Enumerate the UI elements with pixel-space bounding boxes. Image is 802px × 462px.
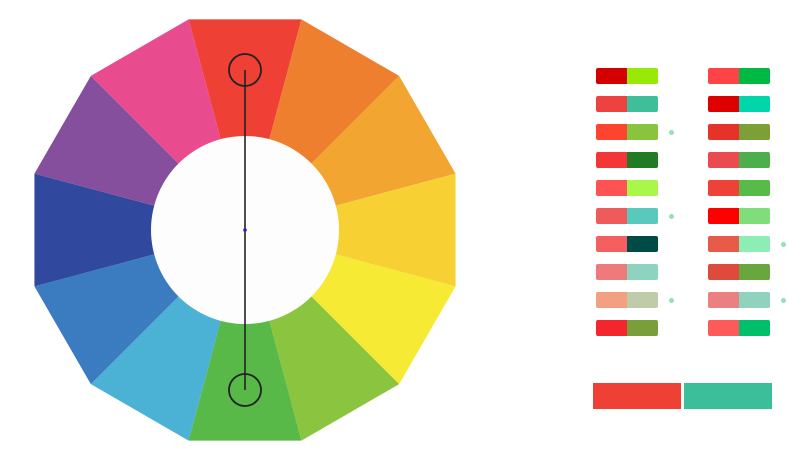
base-color-swatch bbox=[596, 152, 627, 168]
palette-pair-left-6[interactable] bbox=[596, 208, 686, 224]
palette-pair-left-1[interactable] bbox=[596, 68, 686, 84]
base-color-swatch bbox=[708, 208, 739, 224]
base-color-swatch bbox=[708, 320, 739, 336]
base-color-swatch bbox=[708, 68, 739, 84]
base-color-swatch bbox=[708, 124, 739, 140]
base-color-swatch bbox=[596, 320, 627, 336]
base-color-swatch bbox=[708, 96, 739, 112]
base-color-swatch bbox=[708, 180, 739, 196]
base-color-swatch bbox=[708, 236, 739, 252]
complement-color-swatch bbox=[627, 96, 658, 112]
palette-list-right bbox=[708, 68, 798, 348]
palette-pair-left-4[interactable] bbox=[596, 152, 686, 168]
selected-complement-swatch[interactable] bbox=[684, 383, 772, 409]
selected-primary-swatch[interactable] bbox=[593, 383, 681, 409]
match-indicator-dot bbox=[781, 242, 786, 247]
base-color-swatch bbox=[708, 152, 739, 168]
complement-color-swatch bbox=[627, 208, 658, 224]
complement-color-swatch bbox=[627, 320, 658, 336]
match-indicator-dot bbox=[669, 298, 674, 303]
palette-pair-left-7[interactable] bbox=[596, 236, 686, 252]
match-indicator-dot bbox=[669, 130, 674, 135]
palette-pair-right-1[interactable] bbox=[708, 68, 798, 84]
complement-color-swatch bbox=[739, 180, 770, 196]
wheel-center-dot bbox=[243, 228, 247, 232]
complement-color-swatch bbox=[627, 264, 658, 280]
palette-pair-right-4[interactable] bbox=[708, 152, 798, 168]
palette-pair-right-2[interactable] bbox=[708, 96, 798, 112]
base-color-swatch bbox=[708, 264, 739, 280]
complement-color-swatch bbox=[627, 124, 658, 140]
wheel-segment-blue-violet[interactable] bbox=[34, 173, 246, 287]
wheel-segment-yellow-orange[interactable] bbox=[245, 173, 456, 287]
base-color-swatch bbox=[596, 236, 627, 252]
palette-pair-right-3[interactable] bbox=[708, 124, 798, 140]
complement-color-swatch bbox=[739, 264, 770, 280]
palette-pair-left-5[interactable] bbox=[596, 180, 686, 196]
complement-color-swatch bbox=[739, 96, 770, 112]
base-color-swatch bbox=[596, 180, 627, 196]
complement-color-swatch bbox=[627, 68, 658, 84]
palette-list-left bbox=[596, 68, 686, 348]
base-color-swatch bbox=[596, 124, 627, 140]
complement-color-swatch bbox=[627, 292, 658, 308]
base-color-swatch bbox=[596, 68, 627, 84]
primary-color-handle[interactable] bbox=[228, 53, 262, 87]
match-indicator-dot bbox=[781, 298, 786, 303]
base-color-swatch bbox=[596, 264, 627, 280]
complement-color-swatch bbox=[739, 236, 770, 252]
base-color-swatch bbox=[708, 292, 739, 308]
complement-color-swatch bbox=[739, 152, 770, 168]
palette-pair-left-10[interactable] bbox=[596, 320, 686, 336]
color-wheel[interactable] bbox=[0, 0, 490, 462]
palette-pair-left-8[interactable] bbox=[596, 264, 686, 280]
complement-color-swatch bbox=[627, 236, 658, 252]
base-color-swatch bbox=[596, 208, 627, 224]
match-indicator-dot bbox=[669, 214, 674, 219]
palette-pair-left-2[interactable] bbox=[596, 96, 686, 112]
complementary-color-handle[interactable] bbox=[228, 373, 262, 407]
base-color-swatch bbox=[596, 292, 627, 308]
complement-color-swatch bbox=[739, 320, 770, 336]
complement-color-swatch bbox=[739, 124, 770, 140]
complement-color-swatch bbox=[739, 208, 770, 224]
complement-color-swatch bbox=[739, 292, 770, 308]
palette-pair-right-5[interactable] bbox=[708, 180, 798, 196]
palette-pair-right-6[interactable] bbox=[708, 208, 798, 224]
palette-pair-right-8[interactable] bbox=[708, 264, 798, 280]
palette-pair-right-9[interactable] bbox=[708, 292, 798, 308]
base-color-swatch bbox=[596, 96, 627, 112]
palette-pair-right-7[interactable] bbox=[708, 236, 798, 252]
palette-pair-left-9[interactable] bbox=[596, 292, 686, 308]
complement-color-swatch bbox=[627, 180, 658, 196]
palette-pair-left-3[interactable] bbox=[596, 124, 686, 140]
complement-color-swatch bbox=[627, 152, 658, 168]
palette-pair-right-10[interactable] bbox=[708, 320, 798, 336]
complement-color-swatch bbox=[739, 68, 770, 84]
